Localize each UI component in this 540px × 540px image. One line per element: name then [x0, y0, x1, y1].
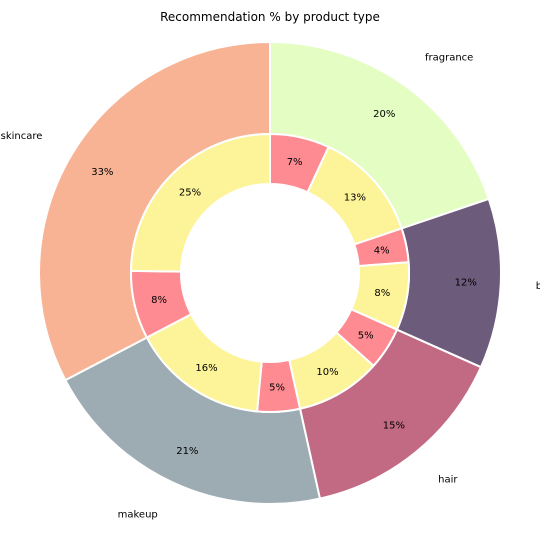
- category-label-b: b: [536, 281, 540, 292]
- category-label-hair: hair: [438, 475, 458, 486]
- inner-pct-label-1: 7%: [287, 157, 303, 168]
- category-label-skincare: skincare: [1, 131, 43, 142]
- inner-ring: [130, 132, 410, 413]
- outer-pct-label-skincare: 33%: [91, 167, 113, 178]
- inner-pct-label-2: 13%: [344, 192, 366, 203]
- chart-title: Recommendation % by product type: [160, 10, 380, 24]
- outer-pct-label-fragrance: 20%: [373, 109, 395, 120]
- inner-pct-label-10: 25%: [179, 187, 201, 198]
- chart-labels: 20% fragrance 12% b 15% hair 21% makeup 33% skinc…: [1, 52, 540, 520]
- outer-ring: [38, 40, 502, 505]
- inner-pct-label-9: 8%: [151, 295, 167, 306]
- category-label-fragrance: fragrance: [425, 52, 473, 63]
- inner-pct-label-8: 16%: [195, 363, 217, 374]
- outer-pct-label-b: 12%: [455, 278, 477, 289]
- inner-pct-label-4: 8%: [374, 288, 390, 299]
- inner-pct-label-5: 5%: [358, 331, 374, 342]
- outer-pct-label-makeup: 21%: [176, 446, 198, 457]
- inner-pct-label-7: 5%: [269, 382, 285, 393]
- outer-pct-label-hair: 15%: [383, 420, 405, 431]
- category-label-makeup: makeup: [118, 510, 158, 521]
- inner-slice-10: [130, 132, 271, 273]
- inner-pct-label-6: 10%: [316, 367, 338, 378]
- inner-pct-label-3: 4%: [374, 246, 390, 257]
